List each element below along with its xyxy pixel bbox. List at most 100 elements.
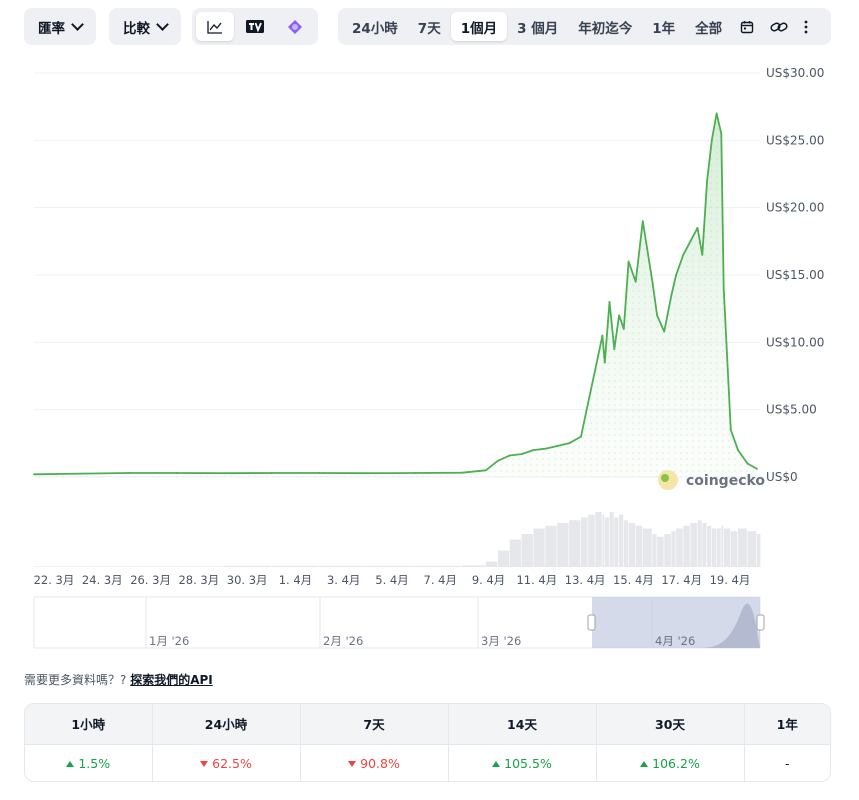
volume-bar [747, 531, 757, 567]
price-point [729, 428, 732, 431]
chart-type-switcher [192, 8, 318, 45]
volume-bar [716, 528, 721, 567]
navigator-month-label: 3月 '26 [481, 634, 521, 648]
price-points [33, 112, 758, 476]
price-point [223, 472, 226, 475]
volume-bar [671, 531, 676, 567]
price-line [33, 112, 758, 476]
x-axis-tick-label: 15. 4月 [613, 573, 654, 587]
performance-header-row: 1小時 24小時 7天 14天 30天 1年 [25, 704, 830, 745]
range-all[interactable]: 全部 [695, 20, 723, 37]
range-1m[interactable]: 1個月 [450, 12, 508, 41]
x-axis-tick-label: 24. 3月 [82, 573, 123, 587]
price-point [33, 473, 35, 476]
api-promo-question: 需要更多資料嗎？? [24, 673, 127, 687]
price-point [366, 472, 368, 475]
price-point [641, 220, 644, 223]
performance-value-cell: 105.5% [448, 744, 597, 781]
price-point [556, 445, 559, 447]
price-point [696, 226, 699, 229]
range-24h[interactable]: 24小時 [352, 20, 398, 37]
compare-dropdown-label: 比較 [123, 20, 150, 37]
volume-bar [690, 523, 697, 567]
y-axis-tick-label: US$0 [766, 470, 798, 484]
performance-percentage: 62.5% [212, 755, 252, 771]
volume-bar [588, 514, 595, 567]
performance-header-cell: 7天 [300, 704, 449, 745]
performance-table: 1小時 24小時 7天 14天 30天 1年 1.5% 62.5% 90.8% 105.5% 10… [24, 703, 831, 782]
caret-up-icon [492, 760, 501, 767]
link-icon [770, 22, 788, 31]
price-point [651, 280, 654, 283]
geckoterminal-button[interactable] [276, 12, 314, 41]
price-point [715, 112, 718, 115]
price-point [746, 462, 749, 465]
navigator-right-handle[interactable] [756, 614, 765, 631]
chart-toolbar: 匯率 比較 24小時 7天 1個月 3 個月 年初迄今 1年 全部 [24, 8, 831, 45]
y-axis-labels: US$30.00 US$25.00 US$20.00 US$15.00 US$10.00… [766, 66, 824, 484]
performance-header-cell: 1小時 [25, 704, 153, 745]
price-point [520, 453, 523, 456]
x-axis-tick-label: 26. 3月 [130, 573, 171, 587]
rate-dropdown[interactable]: 匯率 [24, 8, 96, 45]
volume-bar [509, 539, 521, 567]
share-link-button[interactable] [762, 12, 796, 41]
volume-bar [604, 517, 609, 567]
volume-bar [757, 534, 761, 567]
volume-bar [657, 536, 664, 567]
volume-bar [319, 565, 367, 567]
coingecko-watermark-text: coingecko [686, 473, 765, 489]
price-point [413, 472, 416, 474]
range-navigator[interactable]: 1月 '26 2月 '26 3月 '26 4月 '26 [33, 596, 765, 649]
compare-dropdown[interactable]: 比較 [109, 8, 181, 45]
tradingview-button[interactable] [236, 12, 274, 41]
price-point [756, 468, 758, 470]
x-axis-tick-label: 22. 3月 [34, 573, 75, 587]
volume-bar [730, 531, 738, 567]
more-options-button[interactable] [796, 12, 816, 41]
line-chart-button[interactable] [196, 12, 234, 41]
price-point [670, 294, 673, 297]
price-point [618, 314, 620, 317]
caret-down-icon [348, 760, 357, 767]
performance-percentage: 90.8% [360, 755, 400, 771]
x-axis-labels: 22. 3月 24. 3月 26. 3月 28. 3月 30. 3月 1. 4月 3. 4月… [34, 573, 751, 587]
geckoterminal-icon [288, 19, 302, 34]
price-point [634, 280, 637, 283]
volume-bar [602, 514, 605, 567]
volume-bar [628, 523, 636, 567]
volume-bar [676, 528, 683, 567]
y-axis-tick-label: US$25.00 [766, 133, 824, 147]
api-promo: 需要更多資料嗎？? 探索我們的API [24, 671, 213, 688]
price-chart[interactable]: US$30.00 US$25.00 US$20.00 US$15.00 US$10.00… [0, 55, 859, 655]
range-3m[interactable]: 3 個月 [517, 20, 559, 37]
performance-percentage: 105.5% [504, 755, 552, 771]
price-point [532, 449, 535, 451]
volume-bar [697, 520, 702, 567]
performance-values-row: 1.5% 62.5% 90.8% 105.5% 106.2% - [25, 744, 830, 781]
volume-bar [224, 565, 272, 567]
y-axis-tick-label: US$15.00 [766, 268, 824, 282]
caret-down-icon [200, 760, 209, 767]
volume-bar [485, 561, 498, 567]
range-ytd[interactable]: 年初迄今 [578, 20, 633, 37]
api-link[interactable]: 探索我們的API [130, 673, 213, 687]
navigator-month-label: 1月 '26 [149, 634, 189, 648]
volume-bar [581, 517, 588, 567]
navigator-left-handle[interactable] [587, 614, 596, 631]
volume-bar [557, 523, 569, 567]
range-1y[interactable]: 1年 [652, 20, 676, 37]
volume-bar [737, 528, 747, 567]
volume-bar [462, 565, 486, 567]
price-point [627, 260, 630, 263]
range-7d[interactable]: 7天 [417, 20, 441, 37]
x-axis-tick-label: 17. 4月 [661, 573, 702, 587]
price-point [496, 459, 499, 462]
x-axis-tick-label: 30. 3月 [227, 573, 268, 587]
performance-header-cell: 14天 [448, 704, 597, 745]
calendar-button[interactable] [732, 12, 762, 41]
volume-bar [723, 528, 731, 567]
coingecko-logo-eye [661, 474, 669, 482]
price-point [461, 471, 463, 474]
more-icon [804, 20, 808, 33]
